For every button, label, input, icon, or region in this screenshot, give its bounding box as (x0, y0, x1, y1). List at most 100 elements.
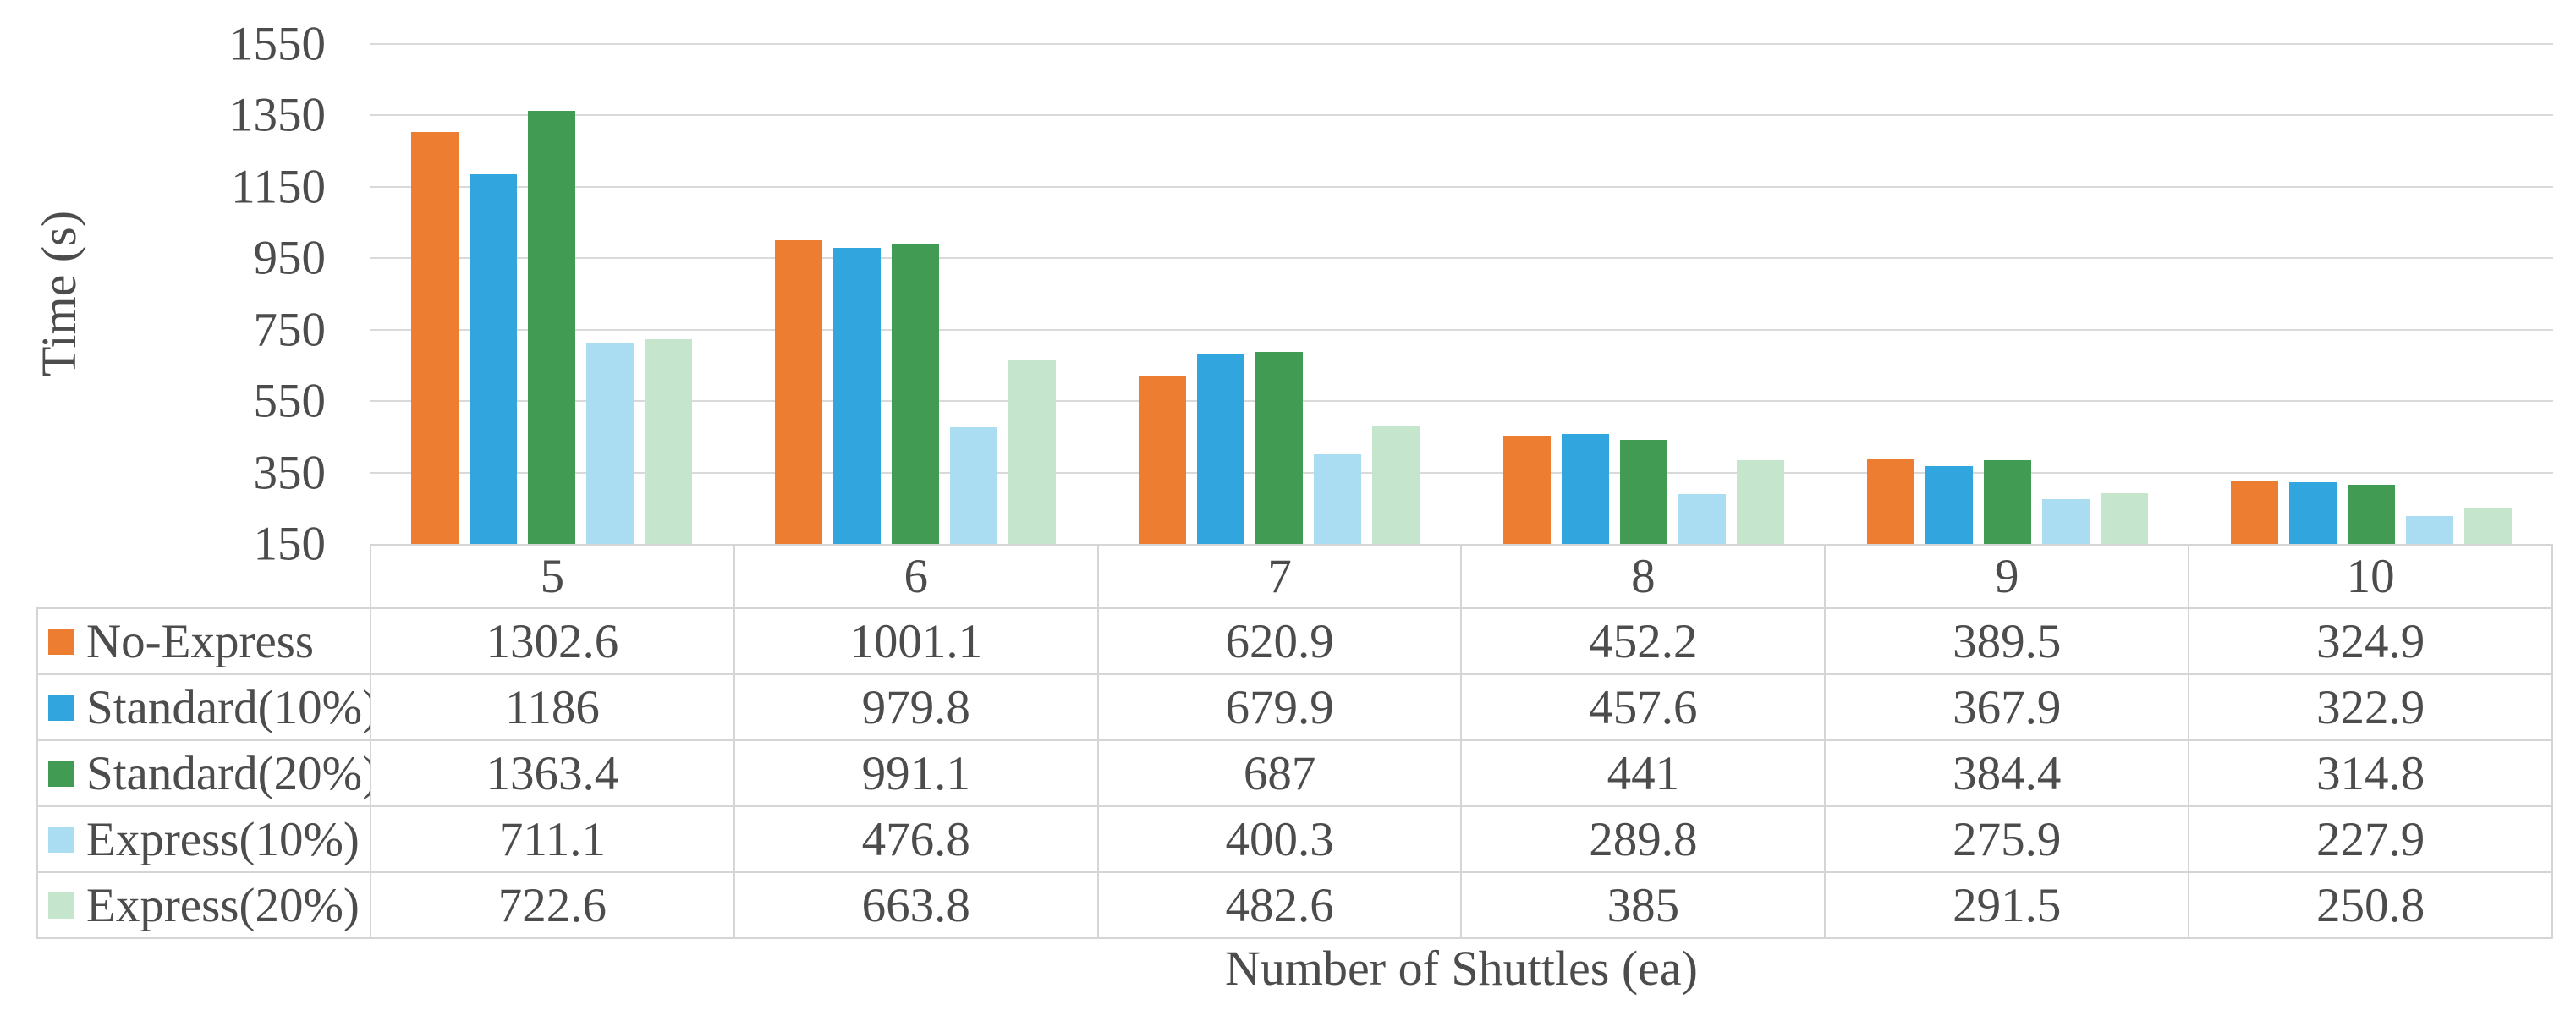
gridline (370, 471, 2553, 474)
y-axis-tick-label: 1150 (231, 160, 326, 214)
legend-label: Standard(20%) (86, 746, 371, 800)
bar-express-10-8 (1678, 494, 1726, 544)
legend-cell: Standard(20%) (36, 739, 371, 807)
table-value-cell: 679.9 (1096, 673, 1463, 741)
category-header-cell: 5 (370, 544, 735, 609)
bar-express-20-5 (645, 339, 693, 544)
bar-standard-10-8 (1561, 434, 1609, 544)
bar-express-10-10 (2405, 516, 2453, 544)
category-header-cell: 10 (2188, 544, 2553, 609)
table-value-cell: 384.4 (1824, 739, 2190, 807)
table-row-standard-20: Standard(20%) 1363.4 991.1 687 441 384.4 314.8 (36, 739, 2553, 807)
gridline (370, 185, 2553, 188)
bar-no-express-5 (411, 132, 459, 544)
legend-label: Standard(10%) (86, 680, 371, 734)
table-value-cell: 722.6 (370, 871, 735, 939)
table-value-cell: 291.5 (1824, 871, 2190, 939)
y-axis-tick-label: 150 (253, 517, 327, 571)
legend-entry: Standard(10%) (39, 680, 371, 734)
bar-group-5 (370, 44, 733, 544)
table-value-cell: 322.9 (2188, 673, 2553, 741)
table-value-cell: 457.6 (1460, 673, 1826, 741)
gridline (370, 257, 2553, 260)
legend-cell: No-Express (36, 607, 371, 675)
table-value-cell: 385 (1460, 871, 1826, 939)
table-row-express-10: Express(10%) 711.1 476.8 400.3 289.8 275.9 227… (36, 805, 2553, 873)
legend-entry: Express(10%) (39, 816, 369, 864)
legend-entry: No-Express (39, 614, 369, 668)
table-value-cell: 979.8 (733, 673, 1099, 741)
bar-express-10-9 (2041, 498, 2090, 544)
table-row-no-express: No-Express 1302.6 1001.1 620.9 452.2 389.5 324… (36, 607, 2553, 675)
bar-group-8 (1462, 44, 1826, 544)
table-value-cell: 324.9 (2188, 607, 2553, 675)
legend-swatch-express-20 (48, 892, 74, 919)
y-axis-tick-label: 350 (253, 446, 327, 500)
bar-express-20-10 (2463, 508, 2512, 544)
table-value-cell: 452.2 (1460, 607, 1826, 675)
table-value-cell: 400.3 (1096, 805, 1463, 873)
bar-express-20-6 (1008, 360, 1057, 544)
bar-standard-20-7 (1255, 352, 1304, 544)
gridline (370, 400, 2553, 403)
table-value-cell: 711.1 (370, 805, 735, 873)
y-axis-tick-label: 1550 (229, 17, 326, 71)
bar-express-20-9 (2100, 493, 2148, 544)
table-value-cell: 227.9 (2188, 805, 2553, 873)
legend-entry: Standard(20%) (39, 746, 371, 800)
table-value-cell: 250.8 (2188, 871, 2553, 939)
y-axis-tick-label: 950 (253, 231, 327, 285)
bar-express-20-8 (1736, 459, 1784, 544)
bar-group-10 (2189, 44, 2553, 544)
table-value-cell: 275.9 (1824, 805, 2190, 873)
legend-cell: Standard(10%) (36, 673, 371, 741)
bar-standard-20-5 (528, 110, 576, 544)
bar-standard-10-6 (833, 247, 882, 544)
bar-standard-20-8 (1619, 440, 1667, 544)
table-row-standard-10: Standard(10%) 1186 979.8 679.9 457.6 367.9 322… (36, 673, 2553, 741)
bar-express-10-6 (950, 427, 998, 544)
y-axis-tick-label: 550 (253, 374, 327, 428)
legend-swatch-standard-10 (48, 694, 74, 721)
legend-label: No-Express (86, 614, 315, 668)
table-value-cell: 482.6 (1096, 871, 1463, 939)
table-value-cell: 1302.6 (370, 607, 735, 675)
category-header-cell: 9 (1824, 544, 2190, 609)
legend-swatch-no-express (48, 628, 74, 655)
bar-no-express-6 (775, 239, 823, 544)
bar-no-express-10 (2230, 481, 2278, 544)
table-corner-cell (37, 545, 371, 608)
bar-express-10-5 (586, 343, 634, 544)
plot-area (370, 43, 2553, 544)
y-axis-tick-label: 1350 (229, 88, 326, 142)
legend-entry: Express(20%) (39, 881, 369, 930)
table-value-cell: 1001.1 (733, 607, 1099, 675)
bar-no-express-7 (1139, 376, 1187, 544)
bar-no-express-8 (1502, 436, 1551, 544)
category-header-cell: 6 (733, 544, 1099, 609)
table-value-cell: 314.8 (2188, 739, 2553, 807)
y-axis-ticks: 150 350 550 750 950 1150 1350 1550 (0, 0, 326, 1016)
table-value-cell: 1186 (370, 673, 735, 741)
table-value-cell: 367.9 (1824, 673, 2190, 741)
bar-no-express-9 (1866, 458, 1914, 544)
gridline (370, 328, 2553, 331)
x-axis-title: Number of Shuttles (ea) (1225, 941, 1698, 996)
table-value-cell: 441 (1460, 739, 1826, 807)
bar-groups (370, 44, 2553, 544)
y-axis-tick-label: 750 (253, 303, 327, 357)
table-value-cell: 991.1 (733, 739, 1099, 807)
legend-swatch-standard-20 (48, 760, 74, 787)
bar-group-6 (733, 44, 1097, 544)
bar-group-9 (1826, 44, 2189, 544)
bar-standard-10-10 (2288, 482, 2337, 544)
table-value-cell: 289.8 (1460, 805, 1826, 873)
legend-swatch-express-10 (48, 826, 74, 853)
bar-standard-20-9 (1983, 460, 2031, 544)
bar-standard-10-9 (1925, 466, 1973, 544)
category-header-cell: 8 (1460, 544, 1826, 609)
table-value-cell: 1363.4 (370, 739, 735, 807)
gridline (370, 114, 2553, 117)
bar-standard-20-10 (2347, 485, 2395, 544)
table-value-cell: 687 (1096, 739, 1463, 807)
